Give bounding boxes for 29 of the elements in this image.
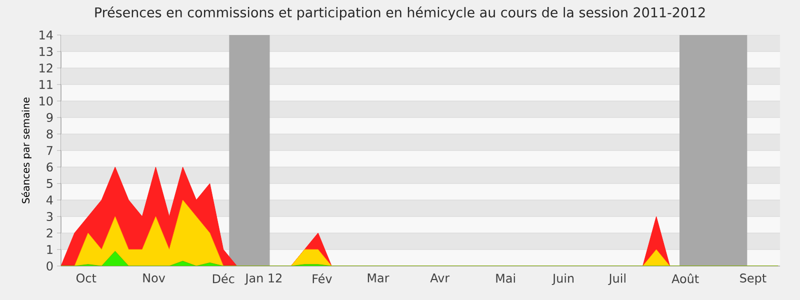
y-tick-label: 6 — [46, 162, 53, 172]
x-tick-label: Déc — [212, 274, 234, 284]
x-tick-label: Juil — [608, 274, 626, 285]
y-tick-label: 8 — [46, 129, 53, 139]
chart-title: Présences en commissions et participation en hémicycle au cours de la session 2011-2012 — [95, 6, 705, 20]
y-tick-label: 13 — [40, 46, 53, 56]
x-tick-label: Sept — [740, 274, 766, 285]
x-tick-label: Mar — [368, 274, 390, 282]
y-tick-label: 9 — [46, 112, 53, 122]
y-tick-label: 4 — [46, 196, 53, 204]
y-tick-label: 1 — [47, 245, 52, 254]
y-tick-label: 0 — [46, 261, 53, 271]
y-tick-label: 14 — [40, 30, 53, 40]
x-tick-label: Août — [672, 274, 699, 284]
x-tick-label: Jan 12 — [244, 274, 282, 285]
y-tick-label: 7 — [46, 146, 52, 155]
x-tick-label: Oct — [76, 274, 96, 283]
x-tick-label: Juin — [552, 274, 574, 285]
y-tick-label: 5 — [46, 179, 52, 188]
x-tick-label: Fév — [312, 274, 332, 284]
y-axis-title: Séances par semaine — [21, 98, 32, 204]
y-tick-label: 2 — [46, 228, 52, 238]
x-tick-label: Mai — [496, 274, 515, 283]
y-tick-label: 12 — [40, 64, 52, 72]
x-tick-label: Avr — [430, 274, 450, 282]
x-tick-label: Nov — [143, 274, 166, 282]
y-tick-label: 10 — [40, 96, 53, 106]
y-tick-label: 3 — [46, 212, 53, 222]
y-tick-label: 11 — [40, 80, 52, 89]
